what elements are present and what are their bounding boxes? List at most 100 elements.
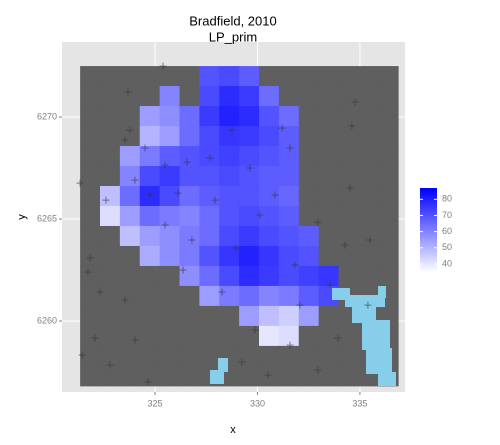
na-cell (338, 185, 359, 207)
na-cell (100, 265, 121, 287)
heat-cell (219, 106, 240, 127)
heat-cell (239, 285, 260, 307)
point (188, 236, 196, 244)
na-cell (80, 325, 101, 347)
heat-cell (298, 285, 320, 307)
na-cell (318, 225, 340, 247)
chart-subtitle: LP_prim (209, 29, 257, 44)
colorbar-segment (420, 251, 437, 254)
na-cell (239, 365, 260, 387)
na-cell (119, 345, 141, 367)
na-cell (378, 126, 399, 147)
heat-cell (159, 185, 181, 207)
water-area (210, 286, 396, 386)
na-cell (338, 365, 359, 387)
heat-cell (278, 305, 300, 327)
colorbar-segment (420, 259, 437, 262)
na-cell (318, 345, 340, 367)
na-cell (358, 205, 379, 227)
heat-cell (159, 225, 181, 247)
na-cell (378, 66, 399, 87)
na-cell (100, 325, 121, 347)
chart-title: Bradfield, 2010 (189, 13, 276, 28)
na-cell (80, 146, 101, 167)
heat-cell (259, 146, 280, 167)
na-cell (378, 265, 399, 287)
na-cell (358, 146, 379, 167)
colorbar-segment (420, 234, 437, 237)
na-cell (199, 325, 220, 347)
na-cell (358, 166, 379, 187)
point (102, 196, 110, 204)
colorbar-segment (420, 188, 437, 191)
na-cell (298, 185, 320, 207)
point (326, 281, 334, 289)
heat-cell (298, 265, 320, 287)
na-cell (378, 225, 399, 247)
point (286, 144, 294, 152)
na-cell (119, 265, 141, 287)
heat-cell (219, 225, 240, 247)
heat-cell (179, 245, 200, 267)
heat-cell (159, 126, 181, 147)
colorbar-segment (420, 267, 437, 271)
colorbar-segment (420, 219, 437, 223)
na-cell (100, 305, 121, 327)
heat-cell (199, 245, 220, 267)
heat-cell (179, 166, 200, 187)
water (210, 370, 224, 384)
na-cell (278, 345, 300, 367)
na-cell (100, 86, 121, 107)
na-cell (100, 126, 121, 147)
na-cell (159, 345, 181, 367)
heat-cell (219, 265, 240, 287)
na-cell (139, 305, 161, 327)
point (86, 254, 94, 262)
point (271, 191, 279, 199)
heat-cell (278, 285, 300, 307)
point (314, 218, 322, 226)
heat-cell (239, 66, 260, 87)
colorbar-segment (420, 257, 437, 260)
na-cell (100, 106, 121, 127)
heat-cell (278, 325, 300, 347)
colorbar-segment (420, 232, 437, 235)
na-cell (119, 285, 141, 307)
na-cell (358, 106, 379, 127)
na-cell (318, 365, 340, 387)
na-cell (358, 185, 379, 207)
na-cell (298, 126, 320, 147)
colorbar-segment (420, 215, 437, 218)
point (144, 378, 152, 386)
heat-cell (278, 225, 300, 247)
heat-cell (100, 205, 121, 227)
colorbar-segment (420, 196, 437, 199)
na-cell (338, 126, 359, 147)
na-cell (358, 86, 379, 107)
heat-cell (139, 205, 161, 227)
colorbar-segment (420, 225, 437, 229)
heat-cell (259, 225, 280, 247)
point (291, 261, 299, 269)
heat-cell (259, 285, 280, 307)
legend-label: 80 (442, 194, 452, 204)
point (121, 296, 129, 304)
na-cell (278, 86, 300, 107)
heat-cell (100, 185, 121, 207)
na-cell (338, 86, 359, 107)
na-cell (278, 66, 300, 87)
na-cell (80, 205, 101, 227)
colorbar-segment (420, 230, 437, 233)
na-cell (338, 106, 359, 127)
na-cell (139, 345, 161, 367)
colorbar-segment (420, 265, 437, 269)
na-cell (80, 345, 101, 367)
colorbar-segment (420, 211, 437, 214)
na-cell (318, 205, 340, 227)
heat-cell (259, 106, 280, 127)
na-cell (179, 66, 200, 87)
colorbar-segment (420, 221, 437, 225)
legend-label: 40 (442, 258, 452, 268)
na-cell (219, 325, 240, 347)
heat-cell (179, 205, 200, 227)
